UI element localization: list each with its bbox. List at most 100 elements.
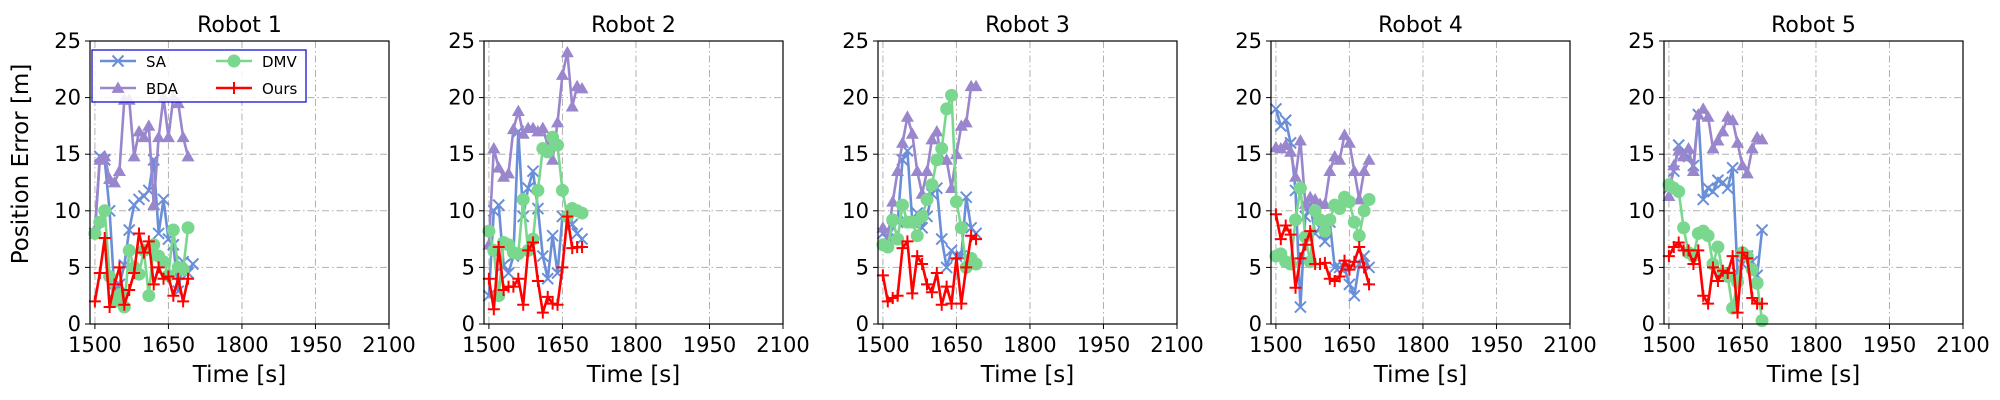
data-point-ours [921, 278, 934, 291]
data-point-dmv [142, 289, 156, 303]
x-axis-label: Time [s] [586, 362, 681, 388]
data-point-ours [911, 250, 924, 263]
y-tick-label: 10 [448, 199, 475, 223]
data-point-ours [906, 287, 919, 300]
data-point-ours [925, 286, 938, 299]
x-axis-label: Time [s] [192, 362, 287, 388]
data-point-sa [1328, 261, 1341, 274]
data-point-ours [113, 261, 126, 274]
data-point-bda [555, 68, 569, 80]
data-point-sa [152, 227, 165, 240]
data-point-bda [142, 119, 156, 131]
data-point-sa [575, 232, 589, 246]
data-point-bda [896, 136, 910, 148]
data-point-ours [1707, 261, 1720, 274]
y-tick-label: 10 [842, 199, 869, 223]
data-point-bda [930, 125, 944, 137]
data-point-sa [541, 272, 554, 285]
data-point-bda [487, 142, 501, 154]
data-point-bda [1677, 149, 1691, 162]
data-point-bda [132, 125, 146, 137]
x-tick-label: 1950 [289, 333, 342, 357]
data-point-ours [1756, 297, 1769, 310]
data-point-bda [1740, 166, 1754, 179]
x-tick-label: 1500 [1249, 333, 1302, 357]
y-tick-label: 20 [1628, 86, 1655, 110]
data-point-sa [531, 202, 545, 215]
y-tick-label: 5 [1249, 255, 1262, 279]
data-point-dmv [1318, 224, 1332, 238]
x-tick-label: 1650 [536, 333, 589, 357]
data-point-dmv [176, 263, 190, 277]
data-point-dmv [910, 229, 924, 243]
data-point-bda [1338, 128, 1352, 140]
data-point-ours [147, 278, 160, 291]
data-point-bda [920, 164, 934, 177]
data-point-ours [103, 301, 116, 314]
data-point-sa [492, 198, 505, 212]
data-point-bda [949, 147, 963, 160]
data-point-bda [1279, 138, 1293, 151]
data-point-sa [157, 193, 170, 206]
data-point-ours [527, 236, 540, 249]
data-point-ours [960, 261, 973, 274]
data-point-bda [1682, 142, 1696, 154]
data-point-ours [561, 210, 574, 223]
data-point-bda [176, 130, 190, 143]
data-point-ours [1269, 208, 1282, 221]
panel-title: Robot 1 [197, 13, 282, 38]
data-point-dmv [555, 183, 569, 197]
data-point-bda [98, 149, 112, 162]
data-point-sa [1279, 114, 1292, 127]
data-point-bda [1731, 136, 1745, 148]
data-point-sa [526, 164, 540, 178]
data-point-bda [575, 82, 589, 94]
panel-robot-1: 1500 1650 1800 1950 2100 0 5 10 15 20 25 Robot 1 Tim… [54, 13, 415, 388]
data-point-dmv [93, 215, 107, 229]
data-point-dmv [88, 226, 102, 240]
data-point-ours [1343, 263, 1356, 276]
data-point-dmv [1352, 229, 1366, 243]
data-point-dmv [551, 138, 565, 152]
legend-label: DMV [262, 53, 297, 71]
y-tick-label: 5 [68, 255, 81, 279]
data-point-bda [1347, 164, 1361, 177]
data-point-ours [541, 290, 554, 303]
data-point-bda [551, 116, 565, 128]
data-point-dmv [1293, 181, 1307, 195]
panel-title: Robot 2 [591, 13, 676, 38]
x-tick-label: 1950 [1863, 333, 1916, 357]
data-point-dmv [482, 224, 496, 238]
data-point-ours [940, 280, 953, 293]
data-point-ours [517, 298, 530, 311]
y-tick-label: 0 [462, 312, 475, 336]
data-point-bda [1755, 132, 1769, 145]
data-point-dmv [1672, 185, 1686, 199]
data-point-dmv [1357, 204, 1371, 218]
data-point-ours [1304, 225, 1317, 238]
legend-marker [227, 54, 241, 68]
y-tick-label: 5 [856, 255, 869, 279]
data-point-dmv [132, 267, 146, 281]
y-tick-label: 25 [842, 29, 869, 53]
data-point-bda [1289, 170, 1303, 182]
data-point-ours [531, 274, 544, 287]
x-tick-label: 1500 [856, 333, 909, 357]
y-tick-label: 15 [842, 142, 869, 166]
data-point-bda [1716, 125, 1730, 137]
data-point-dmv [886, 213, 900, 227]
x-tick-label: 1800 [1396, 333, 1449, 357]
data-point-ours [182, 272, 195, 285]
x-tick-label: 1800 [1003, 333, 1056, 357]
data-point-dmv [516, 192, 530, 206]
data-point-ours [1294, 252, 1307, 265]
data-point-dmv [925, 178, 939, 192]
y-tick-label: 0 [1642, 312, 1655, 336]
y-tick-label: 20 [1235, 86, 1262, 110]
data-point-ours [1284, 228, 1297, 241]
data-point-bda [560, 45, 574, 58]
plot-frame [483, 40, 784, 325]
data-point-dmv [1701, 229, 1715, 243]
data-point-bda [886, 195, 900, 207]
